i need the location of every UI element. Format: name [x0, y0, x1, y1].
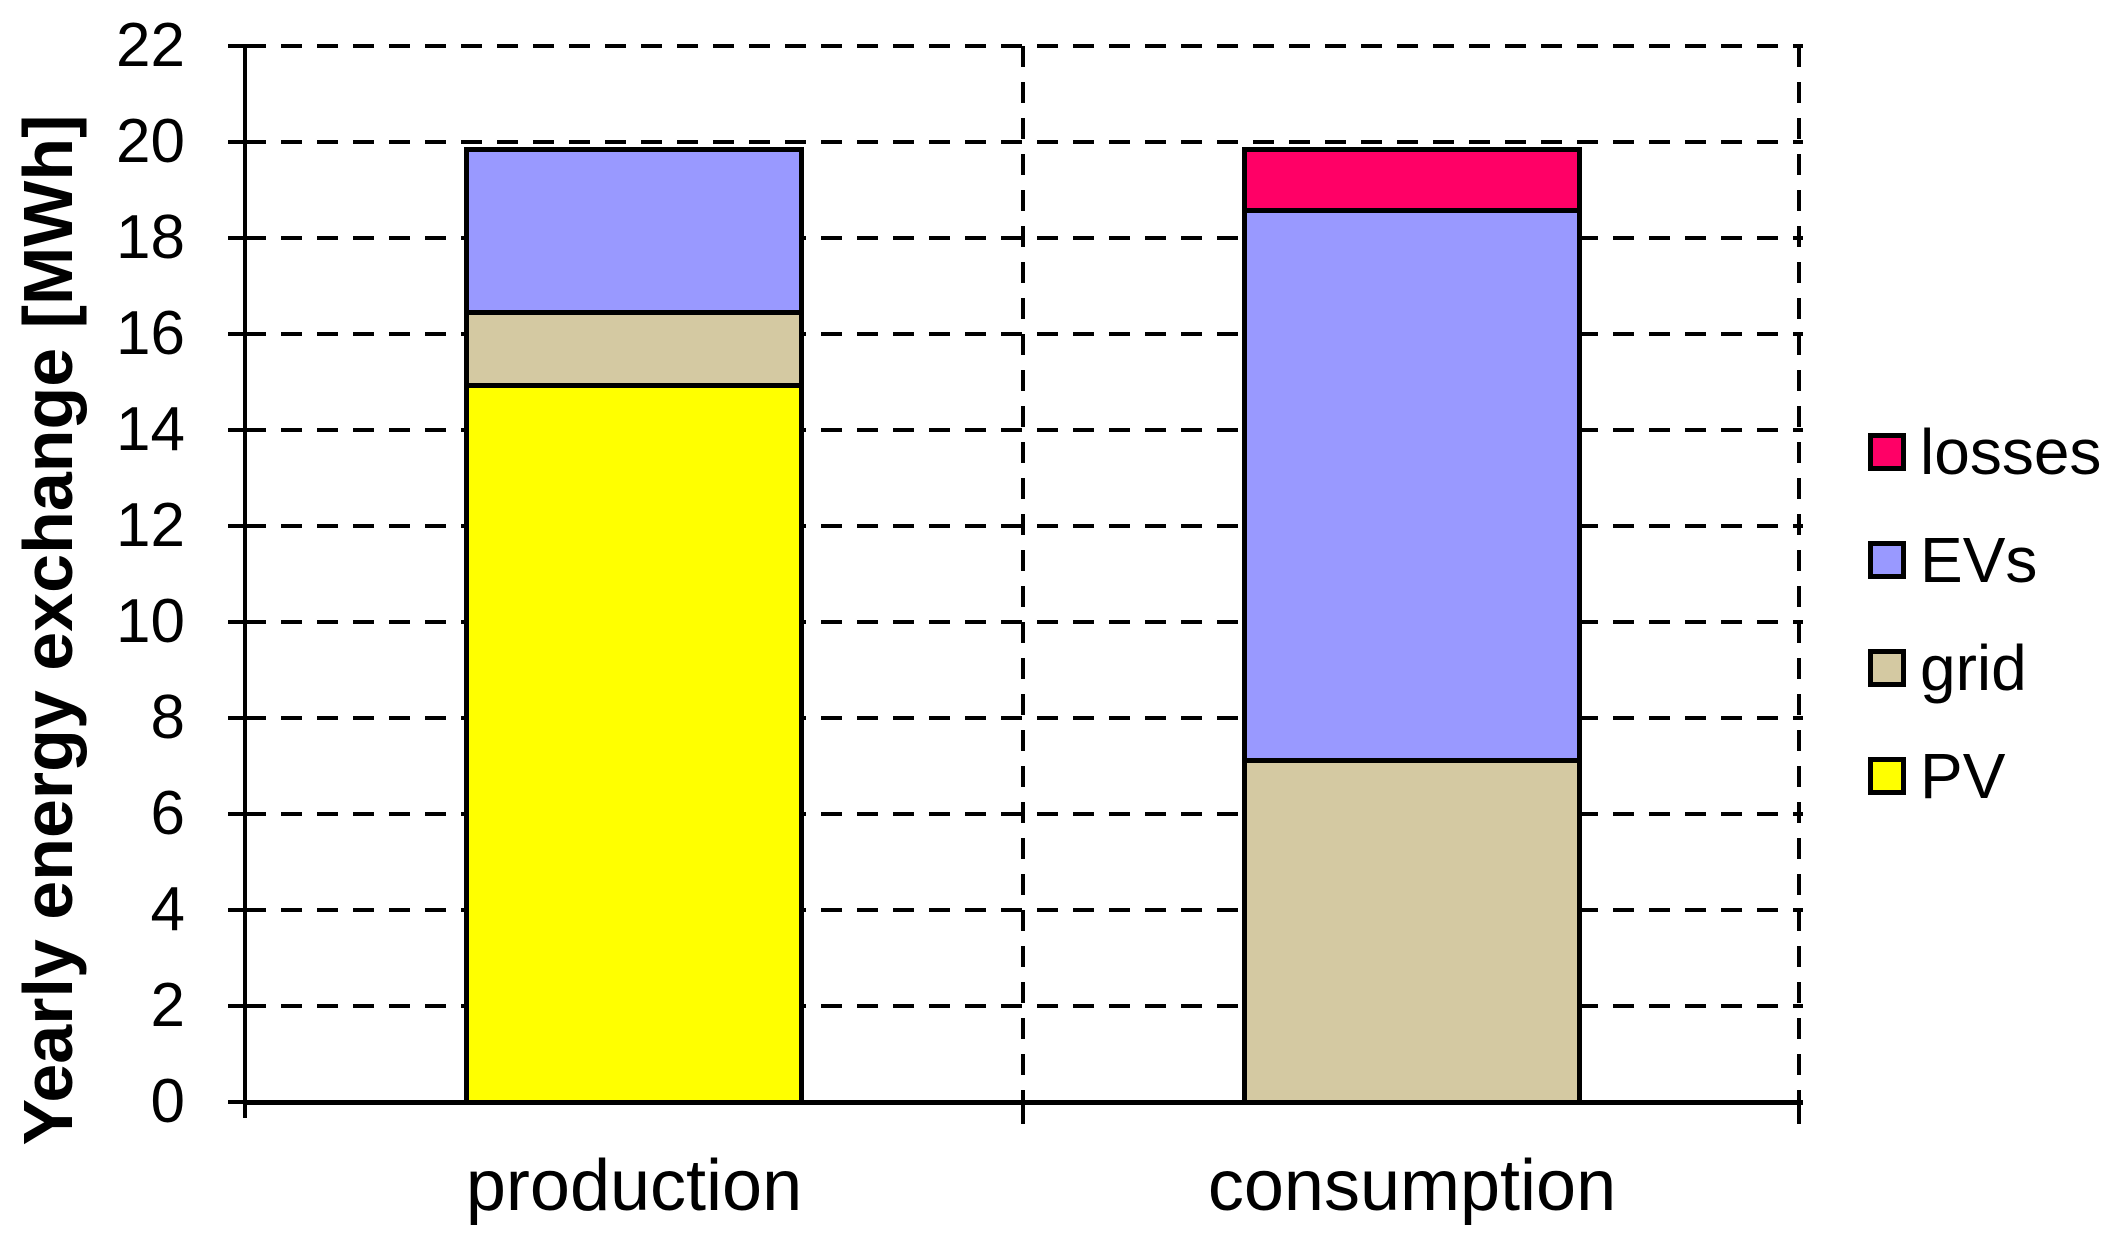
- legend-item-grid: grid: [1868, 633, 2027, 703]
- bar-segment-consumption-grid: [1247, 757, 1577, 1100]
- y-tick-10: [228, 620, 262, 624]
- y-tick-4: [228, 908, 262, 912]
- bar-segment-production-EVs: [469, 151, 799, 310]
- y-tick-14: [228, 428, 262, 432]
- bar-segment-production-PV: [469, 383, 799, 1100]
- y-tick-2: [228, 1004, 262, 1008]
- y-tick-label-0: 0: [150, 1067, 185, 1136]
- x-tick: [1021, 1102, 1025, 1124]
- y-tick-label-2: 2: [150, 971, 185, 1040]
- y-tick-18: [228, 236, 262, 240]
- bar-segment-production-grid: [469, 309, 799, 384]
- bar-consumption: [1242, 146, 1582, 1105]
- y-tick-label-8: 8: [150, 683, 185, 752]
- legend-item-losses: losses: [1868, 417, 2101, 487]
- legend-swatch-PV: [1868, 757, 1906, 795]
- legend-label-PV: PV: [1920, 740, 2006, 812]
- legend-swatch-losses: [1868, 433, 1906, 471]
- category-label-consumption: consumption: [1207, 1146, 1617, 1226]
- y-tick-label-20: 20: [116, 107, 185, 176]
- y-tick-label-10: 10: [116, 587, 185, 656]
- y-tick-label-6: 6: [150, 779, 185, 848]
- legend-swatch-EVs: [1868, 541, 1906, 579]
- bar-production: [464, 146, 804, 1105]
- legend-label-EVs: EVs: [1920, 524, 2038, 596]
- category-label-production: production: [465, 1146, 803, 1226]
- legend-label-losses: losses: [1920, 416, 2102, 488]
- y-tick-8: [228, 716, 262, 720]
- y-tick-label-16: 16: [116, 299, 185, 368]
- gridline-vertical: [1797, 46, 1801, 1102]
- y-tick-label-18: 18: [116, 203, 185, 272]
- bar-segment-consumption-losses: [1247, 151, 1577, 209]
- legend-item-EVs: EVs: [1868, 525, 2037, 595]
- y-tick-6: [228, 812, 262, 816]
- y-tick-label-14: 14: [116, 395, 185, 464]
- y-tick-12: [228, 524, 262, 528]
- y-axis-line: [243, 46, 247, 1118]
- legend-item-PV: PV: [1868, 741, 2005, 811]
- y-tick-20: [228, 140, 262, 144]
- y-tick-label-22: 22: [116, 11, 185, 80]
- legend-swatch-grid: [1868, 649, 1906, 687]
- y-tick-label-12: 12: [116, 491, 185, 560]
- y-tick-22: [228, 44, 262, 48]
- bar-segment-consumption-EVs: [1247, 208, 1577, 758]
- y-tick-label-4: 4: [150, 875, 185, 944]
- x-tick: [1797, 1102, 1801, 1124]
- legend-label-grid: grid: [1920, 632, 2027, 704]
- y-tick-0: [228, 1100, 262, 1104]
- gridline-vertical: [1021, 46, 1025, 1102]
- y-tick-16: [228, 332, 262, 336]
